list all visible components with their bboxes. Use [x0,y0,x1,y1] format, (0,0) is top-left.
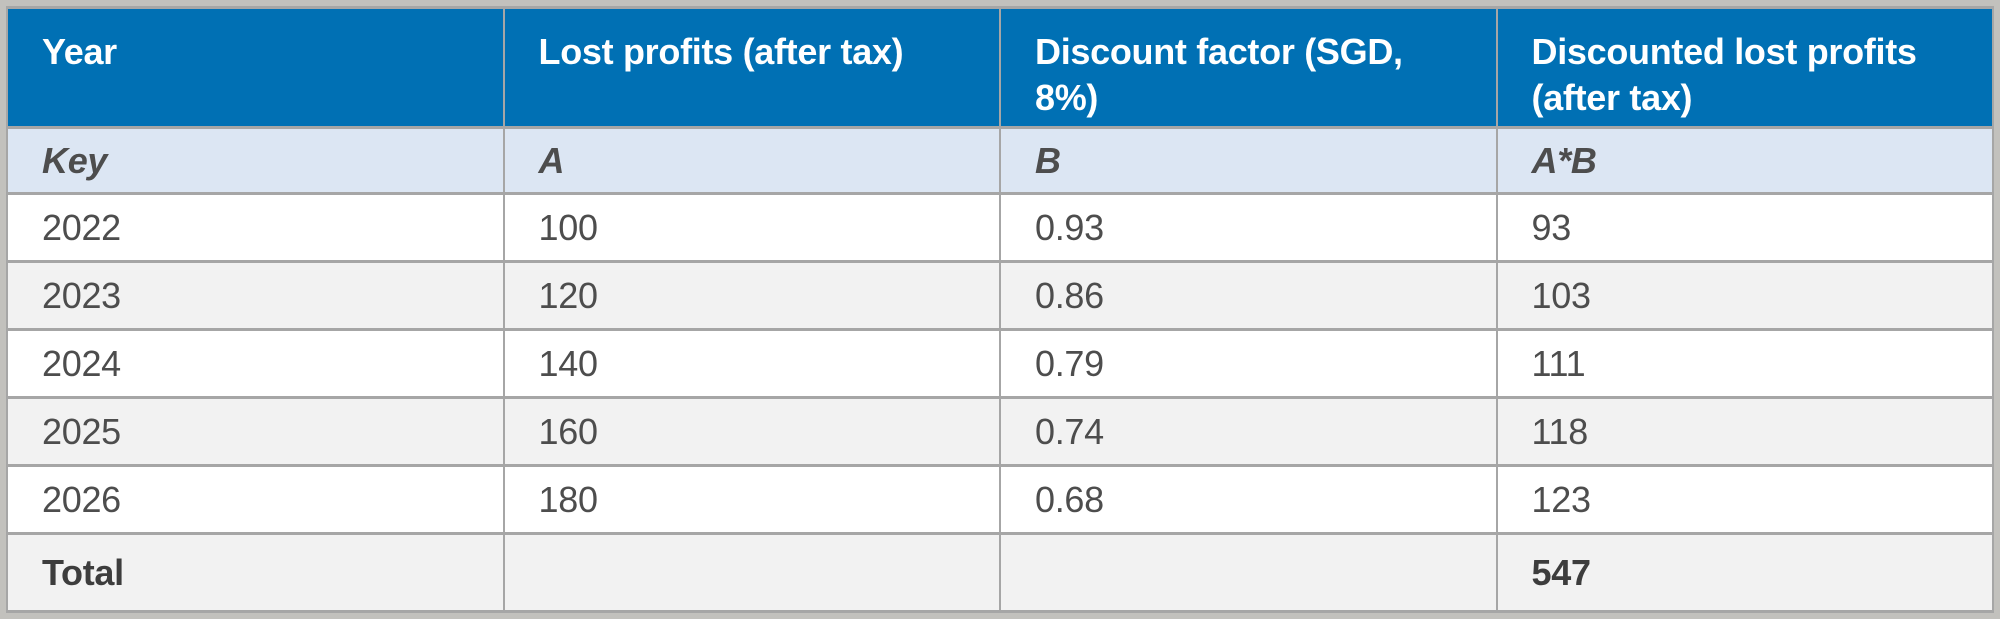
key-cell-label: Key [6,126,505,195]
key-cell-a-times-b: A*B [1495,126,1994,195]
cell-year: 2026 [6,464,505,535]
key-cell-a: A [502,126,1001,195]
total-row: Total 547 [6,532,1994,613]
cell-year: 2023 [6,260,505,331]
header-row: Year Lost profits (after tax) Discount f… [6,6,1994,129]
cell-discount-factor: 0.86 [999,260,1498,331]
cell-discount-factor: 0.68 [999,464,1498,535]
cell-lost-profits: 180 [502,464,1001,535]
header-cell-year: Year [6,6,505,129]
key-row: Key A B A*B [6,126,1994,195]
header-cell-discounted-lost-profits: Discounted lost profits (after tax) [1495,6,1994,129]
cell-year: 2024 [6,328,505,399]
total-cell-discounted-lost-profits: 547 [1495,532,1994,613]
cell-year: 2022 [6,192,505,263]
cell-discounted-lost-profits: 93 [1495,192,1994,263]
total-cell-lost-profits [502,532,1001,613]
cell-discount-factor: 0.93 [999,192,1498,263]
total-cell-discount-factor [999,532,1498,613]
cell-year: 2025 [6,396,505,467]
header-cell-lost-profits: Lost profits (after tax) [502,6,1001,129]
discounted-lost-profits-table: Year Lost profits (after tax) Discount f… [6,6,1994,613]
total-cell-label: Total [6,532,505,613]
cell-discounted-lost-profits: 123 [1495,464,1994,535]
cell-lost-profits: 160 [502,396,1001,467]
cell-discounted-lost-profits: 111 [1495,328,1994,399]
cell-discount-factor: 0.79 [999,328,1498,399]
key-cell-b: B [999,126,1498,195]
table-row-2025: 2025 160 0.74 118 [6,396,1994,467]
table-row-2026: 2026 180 0.68 123 [6,464,1994,535]
cell-lost-profits: 120 [502,260,1001,331]
table-row-2024: 2024 140 0.79 111 [6,328,1994,399]
header-cell-discount-factor: Discount factor (SGD, 8%) [999,6,1498,129]
cell-lost-profits: 100 [502,192,1001,263]
cell-lost-profits: 140 [502,328,1001,399]
cell-discounted-lost-profits: 118 [1495,396,1994,467]
table-row-2022: 2022 100 0.93 93 [6,192,1994,263]
cell-discounted-lost-profits: 103 [1495,260,1994,331]
table-row-2023: 2023 120 0.86 103 [6,260,1994,331]
cell-discount-factor: 0.74 [999,396,1498,467]
